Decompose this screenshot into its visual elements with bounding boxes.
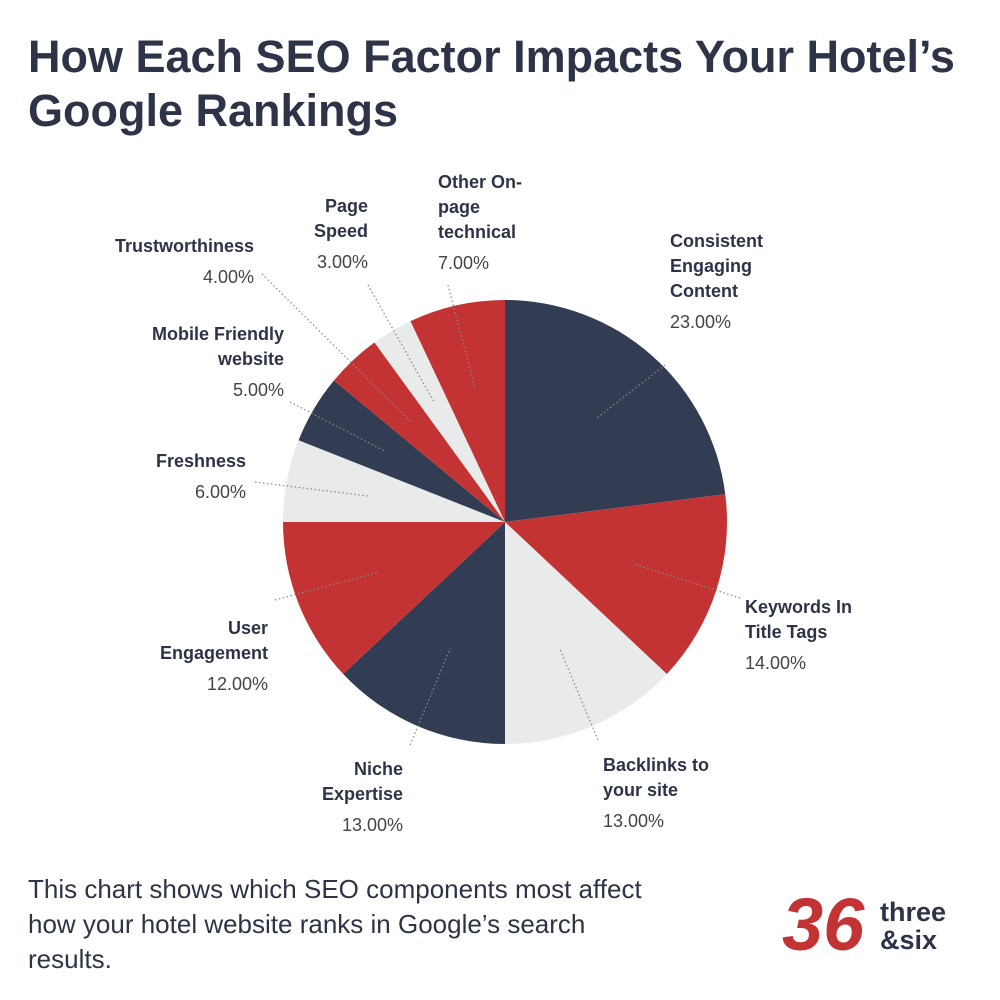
leader-line (274, 572, 378, 601)
slice-label: Mobile Friendly website 5.00% (94, 322, 284, 403)
leader-line (447, 284, 476, 388)
slice-label: Trustworthiness 4.00% (64, 234, 254, 290)
value-label: 14.00% (745, 653, 807, 673)
pie-slice (505, 522, 667, 744)
pie-slice (374, 321, 505, 522)
category-label: User Engagement (159, 618, 268, 663)
slice-label: Other On-page technical 7.00% (438, 170, 558, 276)
value-label: 4.00% (202, 267, 254, 287)
slice-label: Keywords In Title Tags 14.00% (745, 595, 885, 676)
category-label: Backlinks to your site (603, 755, 710, 800)
category-label: Other On-page technical (438, 172, 522, 242)
leader-line (367, 284, 436, 404)
slice-label: Niche Expertise 13.00% (283, 757, 403, 838)
slice-label: Backlinks to your site 13.00% (603, 753, 753, 834)
slice-label: User Engagement 12.00% (118, 616, 268, 697)
slice-label: Page Speed 3.00% (288, 194, 368, 275)
title: How Each SEO Factor Impacts Your Hotel’s… (28, 31, 955, 136)
pie-slice (283, 522, 505, 674)
category-label: Mobile Friendly website (151, 324, 284, 369)
footer-text: This chart shows which SEO components mo… (28, 874, 642, 974)
category-label: Trustworthiness (114, 236, 254, 256)
pie-slice (410, 300, 505, 522)
pie-slice (505, 300, 726, 522)
logo-text: three (880, 897, 947, 927)
value-label: 3.00% (316, 252, 368, 272)
value-label: 7.00% (438, 253, 490, 273)
pie-slice (283, 440, 505, 522)
pie-slice (298, 380, 505, 522)
category-label: Niche Expertise (321, 759, 403, 804)
leader-line (261, 273, 412, 423)
value-label: 23.00% (670, 312, 732, 332)
leader-line (254, 481, 370, 497)
pie-slice (343, 522, 505, 744)
slice-label: Freshness 6.00% (96, 449, 246, 505)
logo-text: &six (880, 925, 938, 955)
pie-slice (505, 494, 727, 674)
category-label: Keywords In Title Tags (745, 597, 853, 642)
value-label: 13.00% (603, 811, 665, 831)
category-label: Page Speed (313, 196, 368, 241)
category-label: Consistent Engaging Content (670, 231, 764, 301)
leader-line (559, 648, 599, 741)
value-label: 13.00% (341, 815, 403, 835)
leader-line (409, 648, 451, 746)
leader-line (595, 364, 666, 420)
logo-mark: 36 (782, 883, 865, 966)
slice-label: Consistent Engaging Content 23.00% (670, 229, 800, 335)
category-label: Freshness (155, 451, 246, 471)
value-label: 5.00% (232, 380, 284, 400)
value-label: 6.00% (194, 482, 246, 502)
value-label: 12.00% (206, 674, 268, 694)
